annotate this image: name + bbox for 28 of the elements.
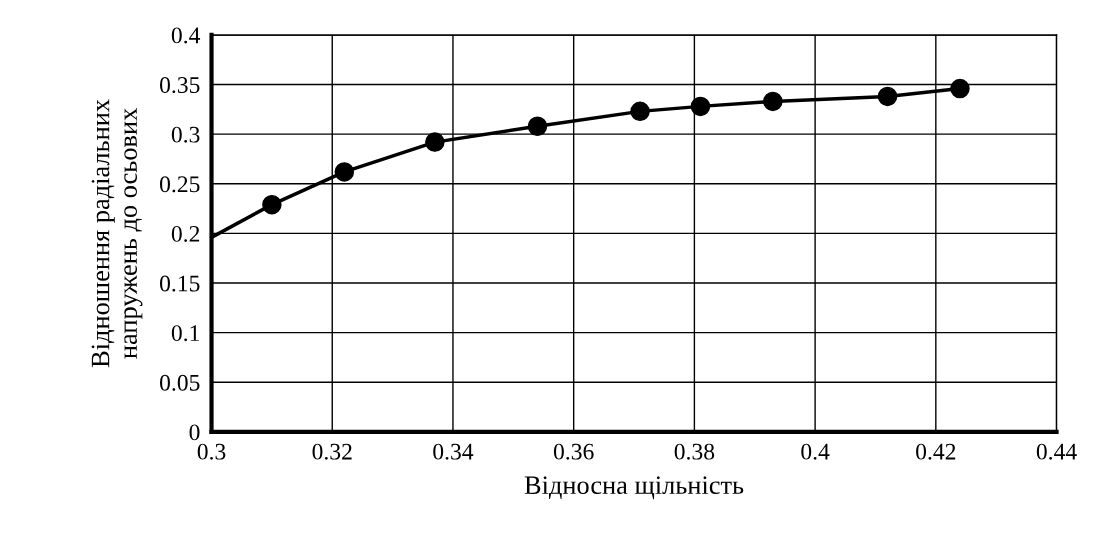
point — [690, 96, 711, 117]
point — [763, 91, 783, 112]
point — [425, 132, 445, 152]
x-tick-label: 0.44 — [1036, 443, 1077, 460]
x-axis-title: Відносна щільність — [524, 476, 744, 500]
x-tick-label: 0.42 — [916, 443, 956, 460]
y-tick-label: 0.05 — [160, 374, 200, 391]
point — [262, 194, 282, 215]
x-tick-label: 0.38 — [674, 443, 715, 460]
point — [950, 78, 970, 99]
x-tick-label: 0.32 — [312, 443, 352, 460]
point — [334, 162, 355, 182]
point — [527, 116, 548, 136]
y-tick-label: 0.25 — [160, 176, 200, 193]
x-tick-label: 0.3 — [197, 443, 226, 460]
x-tick-label: 0.36 — [553, 443, 594, 460]
y-tick-label: 0.1 — [171, 325, 199, 342]
y-tick-label: 0 — [189, 424, 200, 441]
x-tick-label: 0.4 — [801, 443, 830, 460]
y-tick-label: 0.4 — [171, 27, 201, 44]
point — [630, 101, 650, 122]
y-axis-title: Відношення радіальних напружень до осьових — [91, 99, 143, 368]
y-tick-label: 0.2 — [171, 225, 200, 242]
point — [877, 86, 898, 107]
y-tick-label: 0.3 — [171, 126, 200, 143]
x-tick-label: 0.34 — [433, 443, 474, 460]
y-tick-label: 0.35 — [160, 77, 200, 94]
y-tick-label: 0.15 — [160, 275, 200, 292]
